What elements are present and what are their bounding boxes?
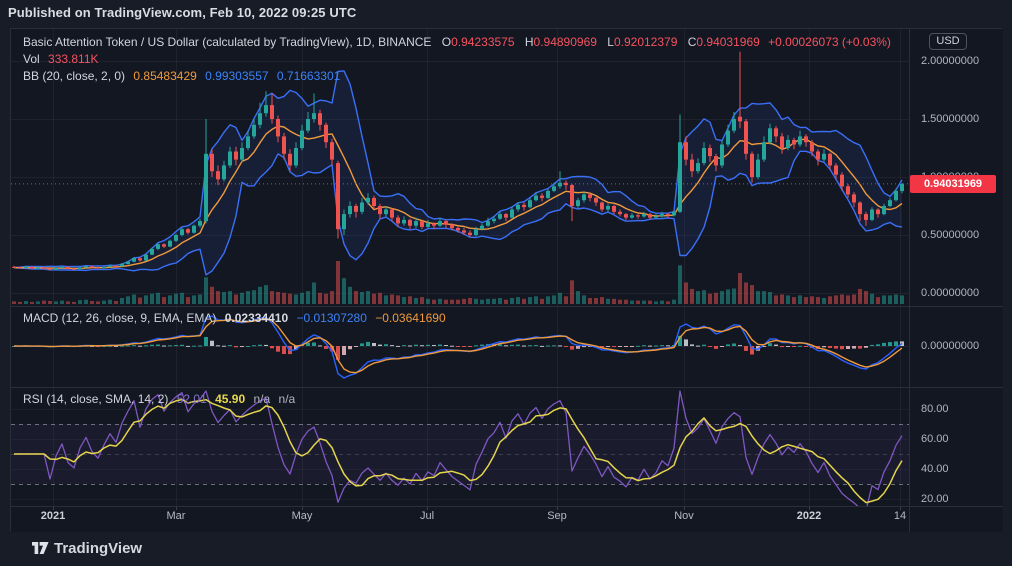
time-axis-label: Nov <box>674 510 694 522</box>
main-legend: Basic Attention Token / US Dollar (calcu… <box>23 35 891 49</box>
ohlc-low: L0.92012379 <box>607 35 678 49</box>
time-axis-label: May <box>291 510 313 522</box>
currency-toggle-button[interactable]: USD <box>929 33 967 50</box>
time-axis-label: 2021 <box>40 510 66 522</box>
rsi-legend: RSI (14, close, SMA, 14, 2) 52.01 45.90 … <box>23 392 296 406</box>
tradingview-brand[interactable]: TradingView <box>54 540 143 557</box>
rsi-axis-label: 60.00 <box>921 433 949 445</box>
macd-line-value: −0.01307280 <box>296 311 367 325</box>
price-axis-label: 2.00000000 <box>921 55 980 67</box>
last-price-tag: 0.94031969 <box>910 175 996 193</box>
time-axis-label: 2022 <box>796 510 822 522</box>
volume-legend: Vol 333.811K <box>23 52 99 66</box>
time-axis-label: Mar <box>166 510 186 522</box>
bb-lower-value: 0.71663301 <box>276 69 341 83</box>
price-axis-label: 0.00000000 <box>921 287 980 299</box>
footer-bar: TradingView <box>0 531 1012 566</box>
bb-upper-value: 0.99303557 <box>205 69 269 83</box>
price-axis-label: 1.50000000 <box>921 113 980 125</box>
bb-legend: BB (20, close, 2, 0) 0.85483429 0.993035… <box>23 69 341 83</box>
time-axis-label: Jul <box>419 510 435 522</box>
price-change: +0.00026073 (+0.03%) <box>768 35 891 49</box>
macd-zero-label: 0.00000000 <box>921 340 980 352</box>
symbol-title[interactable]: Basic Attention Token / US Dollar (calcu… <box>23 35 432 49</box>
rsi-axis-label: 40.00 <box>921 463 949 475</box>
chart-canvas[interactable] <box>11 29 1003 532</box>
rsi-value: 52.01 <box>176 392 207 406</box>
macd-signal-value: −0.03641690 <box>375 311 446 325</box>
time-axis[interactable]: 2021 Mar May Jul Sep Nov 2022 14 <box>11 510 909 532</box>
ohlc-close: C0.94031969 <box>687 35 760 49</box>
time-axis-label: 14 <box>893 510 907 522</box>
macd-legend: MACD (12, 26, close, 9, EMA, EMA) 0.0233… <box>23 311 446 325</box>
ohlc-high: H0.94890969 <box>524 35 597 49</box>
price-axis-label: 0.50000000 <box>921 229 980 241</box>
published-note: Published on TradingView.com, Feb 10, 20… <box>8 5 357 20</box>
bb-basis-value: 0.85483429 <box>133 69 197 83</box>
rsi-axis-label: 20.00 <box>921 493 949 505</box>
chart-widget: Basic Attention Token / US Dollar (calcu… <box>10 28 1003 532</box>
rsi-axis-label: 80.00 <box>921 403 949 415</box>
rsi-sma-value: 45.90 <box>215 392 246 406</box>
macd-hist-value: 0.02334410 <box>224 311 289 325</box>
time-axis-label: Sep <box>547 510 567 522</box>
ohlc-open: O0.94233575 <box>441 35 515 49</box>
tradingview-logo-icon[interactable] <box>32 541 49 556</box>
